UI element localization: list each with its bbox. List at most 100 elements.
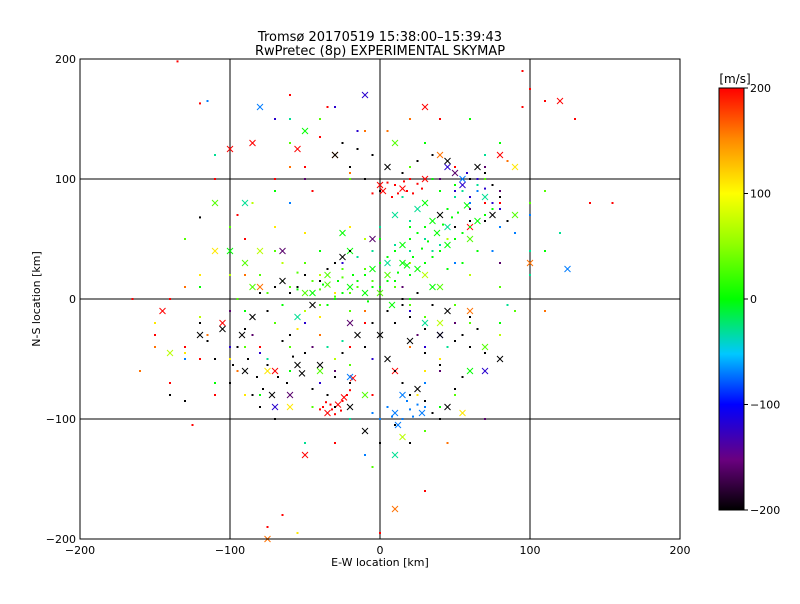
data-point-dot <box>371 192 374 195</box>
grid-lines <box>80 59 680 539</box>
data-point-cross <box>481 343 489 351</box>
data-point-cross <box>526 259 534 267</box>
data-point-dot <box>544 100 546 102</box>
data-point-dot <box>409 178 411 180</box>
chart-title-line2: RwPretec (8p) EXPERIMENTAL SKYMAP <box>255 44 505 59</box>
data-point-dot <box>214 358 216 360</box>
y-tick-label: 100 <box>55 173 76 186</box>
data-point-dot <box>461 232 464 234</box>
y-axis-label: N-S location [km] <box>30 251 43 347</box>
data-point-dot <box>439 118 441 120</box>
data-point-cross <box>384 163 391 171</box>
x-axis-ticks: −200 −100 0 100 200 <box>65 59 691 557</box>
data-point-dot <box>499 142 501 144</box>
data-point-dot <box>416 232 419 234</box>
data-point-dot <box>454 304 456 306</box>
data-point-dot <box>386 280 389 282</box>
data-point-dot <box>319 382 321 384</box>
data-point-dot <box>529 274 531 276</box>
data-point-dot <box>304 166 306 168</box>
data-point-dot <box>424 400 426 402</box>
data-point-dot <box>184 352 186 354</box>
data-point-dot <box>397 192 399 195</box>
data-point-dot <box>289 334 291 336</box>
data-point-dot <box>424 316 426 318</box>
data-point-cross <box>271 403 279 411</box>
data-point-cross <box>324 409 331 417</box>
x-tick-label: 0 <box>377 544 384 557</box>
data-point-cross <box>384 355 391 363</box>
data-point-dot <box>349 250 351 252</box>
data-point-cross <box>376 289 384 297</box>
data-point-dot <box>409 442 411 444</box>
data-point-dot <box>176 60 179 63</box>
data-point-dot <box>424 430 426 432</box>
data-point-dot <box>421 187 423 190</box>
data-point-dot <box>499 286 501 288</box>
colorbar-label: [m/s] <box>719 72 750 86</box>
data-point-dot <box>521 106 524 108</box>
data-point-dot <box>514 310 516 312</box>
data-point-cross <box>219 325 226 333</box>
data-point-cross <box>264 367 271 375</box>
data-point-dot <box>427 240 429 243</box>
data-point-dot <box>349 172 351 174</box>
data-point-dot <box>401 172 404 174</box>
data-point-dot <box>251 334 254 336</box>
data-point-dot <box>424 328 426 330</box>
data-point-cross <box>301 289 309 297</box>
data-point-dot <box>439 190 441 192</box>
data-point-cross <box>444 157 451 165</box>
data-point-cross <box>294 145 301 153</box>
data-point-dot <box>356 148 359 150</box>
data-point-dot <box>229 310 231 312</box>
data-point-cross <box>391 139 399 147</box>
data-point-dot <box>256 376 258 378</box>
data-point-cross <box>436 283 444 291</box>
data-point-dot <box>139 370 141 372</box>
data-point-dot <box>461 376 464 378</box>
data-point-dot <box>334 106 336 108</box>
data-point-cross <box>511 211 519 219</box>
data-point-dot <box>292 355 294 358</box>
data-point-dot <box>289 370 291 372</box>
data-point-dot <box>331 408 333 411</box>
data-point-dot <box>236 346 239 348</box>
data-point-dot <box>401 196 404 198</box>
data-point-dot <box>416 394 419 396</box>
data-point-dot <box>454 196 456 198</box>
data-point-dot <box>259 406 261 408</box>
data-point-dot <box>484 178 486 180</box>
data-point-dot <box>391 415 393 418</box>
data-point-cross <box>354 331 361 339</box>
data-point-dot <box>394 280 396 282</box>
data-point-cross <box>324 281 331 288</box>
data-point-cross <box>564 265 571 273</box>
data-point-dot <box>199 102 201 105</box>
data-point-dot <box>296 288 299 291</box>
data-point-dot <box>334 442 336 444</box>
data-point-dot <box>391 196 393 198</box>
data-point-dot <box>409 220 411 222</box>
data-point-dot <box>184 358 186 360</box>
data-point-cross <box>466 367 474 375</box>
data-point-dot <box>476 190 479 192</box>
data-point-dot <box>529 88 531 90</box>
data-point-dot <box>491 202 494 204</box>
data-point-cross <box>474 163 481 171</box>
data-point-dot <box>334 262 336 264</box>
data-point-dot <box>319 118 321 120</box>
data-point-dot <box>341 276 344 279</box>
data-point-dot <box>491 250 494 252</box>
data-point-dot <box>424 352 426 354</box>
data-point-dot <box>424 226 426 228</box>
data-point-cross <box>429 217 436 225</box>
data-point-dot <box>232 364 234 366</box>
data-point-dot <box>589 202 591 204</box>
data-point-dot <box>281 514 284 516</box>
data-point-dot <box>319 334 321 336</box>
data-point-dot <box>506 304 509 306</box>
data-point-dot <box>304 274 306 276</box>
data-point-cross <box>361 391 369 399</box>
data-point-dot <box>409 118 411 120</box>
